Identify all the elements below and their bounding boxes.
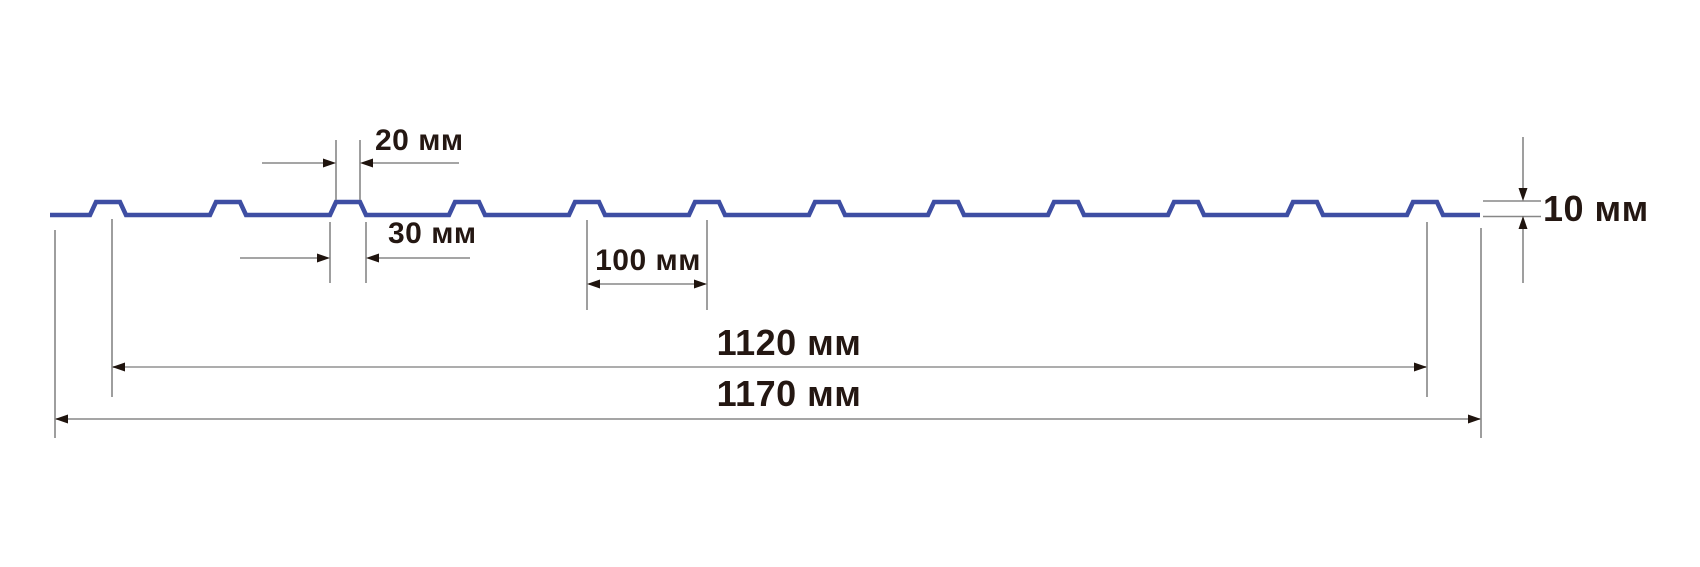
arrowhead-right-icon xyxy=(317,253,330,263)
arrowhead-right-icon xyxy=(1468,414,1481,424)
label-rib-pitch: 100 мм xyxy=(595,244,701,277)
arrowhead-left-icon xyxy=(112,362,125,372)
dimension-rib-base-width xyxy=(240,222,470,283)
label-rib-base-width: 30 мм xyxy=(388,217,477,250)
dimension-rib-top-width xyxy=(262,140,459,200)
dimension-cover-width xyxy=(111,219,1428,397)
profile-outline xyxy=(50,199,1480,218)
arrowhead-left-icon xyxy=(587,279,600,289)
dimension-rib-pitch xyxy=(586,220,708,310)
label-cover-width: 1120 мм xyxy=(716,322,862,363)
arrowhead-left-icon xyxy=(55,414,68,424)
arrowhead-right-icon xyxy=(323,158,336,168)
dimension-overall-width xyxy=(54,228,1482,438)
arrowhead-left-icon xyxy=(366,253,379,263)
arrowhead-down-icon xyxy=(1518,188,1528,201)
arrowhead-up-icon xyxy=(1518,216,1528,229)
label-overall-width: 1170 мм xyxy=(716,373,862,414)
label-rib-top-width: 20 мм xyxy=(375,124,464,157)
arrowhead-right-icon xyxy=(1414,362,1427,372)
arrowhead-right-icon xyxy=(694,279,707,289)
label-profile-height: 10 мм xyxy=(1543,188,1649,229)
arrowhead-left-icon xyxy=(360,158,373,168)
dimension-profile-height xyxy=(1483,137,1541,283)
